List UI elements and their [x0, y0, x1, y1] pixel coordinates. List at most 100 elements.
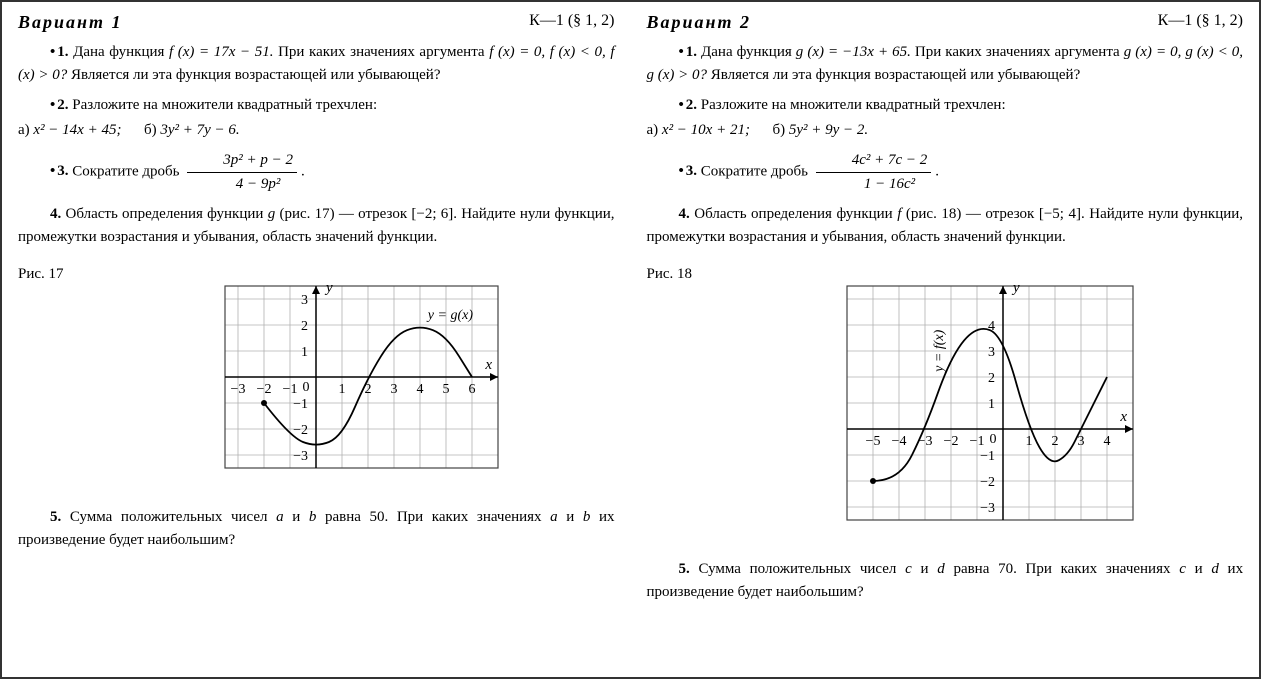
p3-text: Сократите дробь — [701, 163, 808, 179]
p5-and2: и — [1195, 561, 1212, 577]
fraction: 3p² + p − 2 4 − 9p² — [187, 149, 297, 195]
figure-row: Рис. 17 −3−2−10123456−3−2−1123xyy = g(x) — [18, 256, 615, 498]
problem-3: 3. Сократите дробь 4c² + 7c − 2 1 − 16c²… — [647, 149, 1244, 195]
p1-func: f (x) = 17x − 51. — [169, 44, 278, 60]
figure-label: Рис. 18 — [647, 256, 737, 283]
svg-text:1: 1 — [1025, 434, 1032, 449]
problem-num: 3. — [50, 163, 69, 179]
variant-title: Вариант 2 — [647, 12, 752, 33]
svg-text:−1: −1 — [293, 397, 308, 412]
svg-text:y = f(x): y = f(x) — [932, 329, 947, 373]
chart-svg-1: −3−2−10123456−3−2−1123xyy = g(x) — [195, 256, 528, 498]
p5-mid: равна 70. При каких значениях — [953, 561, 1179, 577]
p1-post: При каких значениях аргумента — [915, 44, 1124, 60]
svg-text:−3: −3 — [917, 434, 932, 449]
variant2-column: Вариант 2 К—1 (§ 1, 2) 1. Дана функция g… — [631, 2, 1260, 677]
problem-num: 5. — [679, 561, 690, 577]
p2b: 3y² + 7y − 6. — [160, 122, 239, 138]
p5-a: a — [276, 509, 284, 525]
p2a-label: а) — [18, 122, 30, 138]
svg-text:−1: −1 — [282, 382, 297, 397]
p5-a2: c — [1179, 561, 1186, 577]
p5-and2: и — [566, 509, 583, 525]
frac-num: 4c² + 7c − 2 — [816, 149, 932, 173]
p4-pre: Область определения функции — [694, 206, 897, 222]
svg-text:y = g(x): y = g(x) — [426, 308, 474, 323]
problem-num: 5. — [50, 509, 61, 525]
p5-b: b — [309, 509, 317, 525]
svg-text:−3: −3 — [980, 501, 995, 516]
svg-text:3: 3 — [1077, 434, 1084, 449]
svg-text:−3: −3 — [230, 382, 245, 397]
svg-text:y: y — [324, 280, 333, 296]
svg-text:−4: −4 — [891, 434, 906, 449]
chart-box: −3−2−10123456−3−2−1123xyy = g(x) — [108, 256, 615, 498]
p2a-label: а) — [647, 122, 659, 138]
svg-text:1: 1 — [338, 382, 345, 397]
p1-pre: Дана функция — [701, 44, 796, 60]
p5-b: d — [937, 561, 945, 577]
p2-text: Разложите на множители квадратный трехчл… — [701, 97, 1006, 113]
p1-pre: Дана функция — [73, 44, 169, 60]
svg-text:−2: −2 — [256, 382, 271, 397]
svg-text:5: 5 — [442, 382, 449, 397]
problem-num: 2. — [50, 97, 69, 113]
fraction: 4c² + 7c − 2 1 − 16c² — [816, 149, 932, 195]
p2b-label: б) — [772, 122, 785, 138]
svg-text:−1: −1 — [980, 449, 995, 464]
svg-text:3: 3 — [301, 293, 308, 308]
p5-pre: Сумма положительных чисел — [70, 509, 276, 525]
svg-text:0: 0 — [989, 432, 996, 447]
svg-text:4: 4 — [416, 382, 423, 397]
svg-text:2: 2 — [988, 371, 995, 386]
svg-text:4: 4 — [1103, 434, 1110, 449]
p5-a2: a — [550, 509, 558, 525]
p5-pre: Сумма положительных чисел — [698, 561, 905, 577]
figure-row: Рис. 18 −5−4−3−2−101234−3−2−11234xyy = f… — [647, 256, 1244, 550]
variant-title: Вариант 1 — [18, 12, 123, 33]
svg-text:x: x — [1119, 409, 1127, 425]
svg-text:x: x — [484, 357, 492, 373]
problem-num: 3. — [679, 163, 698, 179]
problem-5: 5. Сумма положительных чисел c и d равна… — [647, 558, 1244, 603]
problem-num: 1. — [50, 44, 69, 60]
problem-1: 1. Дана функция g (x) = −13x + 65. При к… — [647, 41, 1244, 86]
p4-func: g — [268, 206, 276, 222]
svg-text:2: 2 — [1051, 434, 1058, 449]
p1-func: g (x) = −13x + 65. — [796, 44, 915, 60]
svg-text:y: y — [1011, 280, 1020, 296]
p2b-label: б) — [144, 122, 157, 138]
svg-text:3: 3 — [390, 382, 397, 397]
p2a: x² − 10x + 21; — [662, 122, 750, 138]
svg-text:1: 1 — [988, 397, 995, 412]
p2a: x² − 14x + 45; — [33, 122, 121, 138]
svg-text:0: 0 — [302, 380, 309, 395]
problem-num: 2. — [679, 97, 698, 113]
p1-end: Является ли эта функция возрастающей или… — [711, 67, 1080, 83]
p5-a: c — [905, 561, 912, 577]
svg-text:1: 1 — [301, 345, 308, 360]
p5-mid: равна 50. При каких значениях — [325, 509, 550, 525]
problem-num: 4. — [50, 206, 61, 222]
p4-func: f — [897, 206, 901, 222]
p1-post: При каких значениях аргумента — [278, 44, 489, 60]
problem-3: 3. Сократите дробь 3p² + p − 2 4 − 9p² . — [18, 149, 615, 195]
svg-text:−2: −2 — [980, 475, 995, 490]
svg-text:−5: −5 — [865, 434, 880, 449]
p5-and: и — [920, 561, 937, 577]
svg-text:−2: −2 — [293, 423, 308, 438]
problem-2: 2. Разложите на множители квадратный тре… — [647, 94, 1244, 141]
chart-svg-2: −5−4−3−2−101234−3−2−11234xyy = f(x) — [817, 256, 1163, 550]
variant1-column: Вариант 1 К—1 (§ 1, 2) 1. Дана функция f… — [2, 2, 631, 677]
header: Вариант 1 К—1 (§ 1, 2) — [18, 12, 615, 33]
problem-4: 4. Область определения функции g (рис. 1… — [18, 203, 615, 248]
svg-text:6: 6 — [468, 382, 475, 397]
svg-text:2: 2 — [301, 319, 308, 334]
svg-text:−3: −3 — [293, 449, 308, 464]
chapter-ref: К—1 (§ 1, 2) — [1158, 12, 1243, 33]
p5-b2: b — [583, 509, 591, 525]
problem-4: 4. Область определения функции f (рис. 1… — [647, 203, 1244, 248]
svg-text:−1: −1 — [969, 434, 984, 449]
p5-b2: d — [1211, 561, 1219, 577]
frac-den: 1 − 16c² — [816, 173, 932, 196]
